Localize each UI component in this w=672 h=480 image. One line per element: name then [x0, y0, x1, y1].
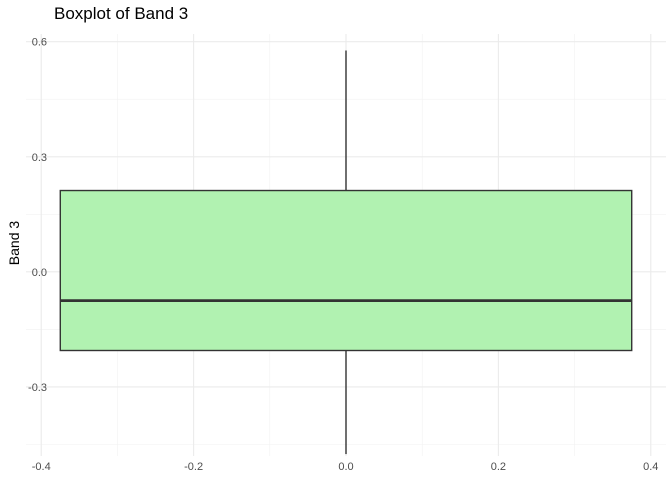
y-tick-label: 0.3: [32, 152, 47, 164]
x-tick-label: 0.0: [338, 461, 353, 473]
y-tick-label: 0.6: [32, 37, 47, 49]
y-tick-label: 0.0: [32, 267, 47, 279]
x-tick-label: 0.4: [643, 461, 658, 473]
x-tick-labels: -0.4 -0.2 0.0 0.2 0.4: [32, 461, 659, 473]
iqr-box: [59, 189, 633, 352]
x-tick-label: -0.4: [32, 461, 51, 473]
x-tick-label: 0.2: [491, 461, 506, 473]
y-tick-label: -0.3: [28, 382, 47, 394]
x-tick-label: -0.2: [184, 461, 203, 473]
box-layer: [59, 50, 633, 455]
chart-title: Boxplot of Band 3: [54, 4, 189, 23]
y-tick-labels: -0.3 0.0 0.3 0.6: [28, 37, 47, 394]
